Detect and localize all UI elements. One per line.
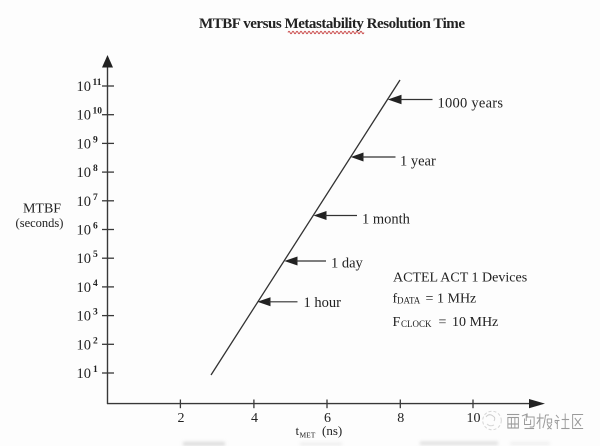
- svg-text:8: 8: [93, 164, 98, 174]
- svg-text:10: 10: [77, 223, 92, 239]
- svg-text:11: 11: [93, 78, 102, 88]
- svg-text:10: 10: [77, 366, 92, 382]
- svg-text:1 day: 1 day: [331, 256, 364, 272]
- svg-text:8: 8: [397, 411, 404, 426]
- svg-text:MTBF versus Metastability Reso: MTBF versus Metastability Resolution Tim…: [199, 16, 465, 32]
- svg-text:10: 10: [77, 280, 92, 296]
- svg-text:F: F: [393, 315, 401, 330]
- svg-text:10: 10: [77, 165, 92, 181]
- svg-text:10: 10: [77, 194, 92, 210]
- svg-text:1000 years: 1000 years: [438, 96, 504, 112]
- svg-text:10 MHz: 10 MHz: [452, 315, 498, 330]
- svg-text:=: =: [426, 292, 434, 307]
- svg-text:1: 1: [93, 365, 98, 375]
- svg-text:10: 10: [77, 309, 92, 325]
- svg-text:1 MHz: 1 MHz: [437, 292, 476, 307]
- svg-text:6: 6: [324, 411, 331, 426]
- svg-text:10: 10: [77, 251, 92, 267]
- svg-text:1 hour: 1 hour: [304, 295, 342, 311]
- svg-text:4: 4: [93, 279, 98, 289]
- svg-text:6: 6: [93, 222, 98, 232]
- svg-text:(ns): (ns): [322, 423, 342, 438]
- svg-text:1 year: 1 year: [400, 154, 436, 170]
- svg-text:1 month: 1 month: [362, 212, 411, 228]
- svg-text:4: 4: [251, 411, 258, 426]
- svg-text:CLOCK: CLOCK: [401, 319, 432, 329]
- svg-text:MET: MET: [300, 431, 316, 440]
- svg-text:2: 2: [178, 411, 185, 426]
- svg-text:2: 2: [93, 336, 98, 346]
- svg-text:10: 10: [77, 108, 92, 124]
- svg-text:5: 5: [93, 250, 98, 260]
- svg-text:f: f: [393, 292, 398, 307]
- svg-text:DATA: DATA: [397, 296, 421, 306]
- svg-text:t: t: [296, 423, 300, 438]
- svg-text:10: 10: [77, 337, 92, 353]
- svg-text:ACTEL ACT 1 Devices: ACTEL ACT 1 Devices: [393, 271, 527, 286]
- svg-text:=: =: [439, 315, 447, 330]
- svg-text:10: 10: [77, 136, 92, 152]
- svg-text:9: 9: [93, 135, 98, 145]
- svg-text:10: 10: [93, 107, 103, 117]
- svg-text:(seconds): (seconds): [16, 216, 64, 230]
- svg-text:10: 10: [467, 411, 481, 426]
- svg-text:MTBF: MTBF: [23, 202, 61, 217]
- svg-text:3: 3: [93, 308, 98, 318]
- svg-text:7: 7: [93, 193, 98, 203]
- svg-text:10: 10: [77, 79, 92, 95]
